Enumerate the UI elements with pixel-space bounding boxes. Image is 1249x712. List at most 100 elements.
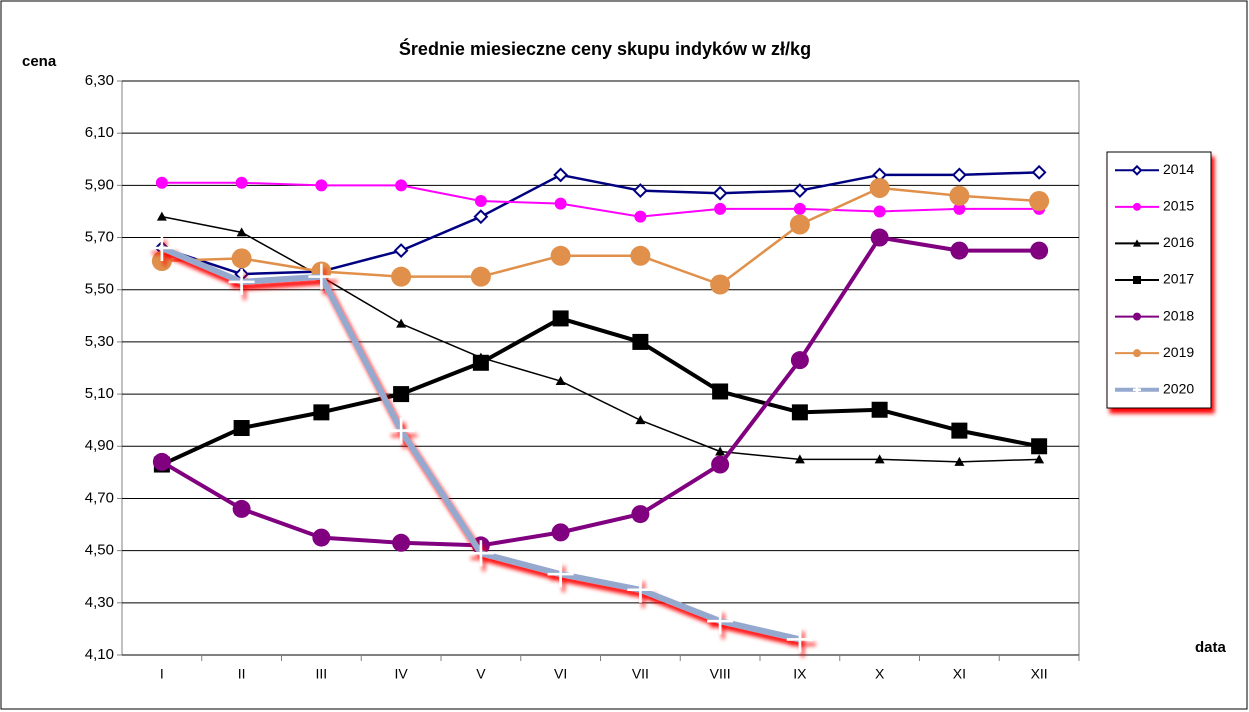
data-point xyxy=(151,251,172,272)
data-point xyxy=(627,576,654,603)
series xyxy=(152,228,1049,555)
legend-marker xyxy=(1133,276,1141,284)
data-point xyxy=(1031,438,1048,455)
data-point xyxy=(790,351,809,370)
x-tick-label: II xyxy=(238,666,246,682)
data-point xyxy=(871,401,888,418)
data-point xyxy=(794,454,805,464)
data-point xyxy=(631,505,650,524)
data-point xyxy=(635,415,646,425)
data-point xyxy=(232,499,251,518)
legend-label: 2019 xyxy=(1163,344,1194,360)
data-point xyxy=(954,456,965,466)
data-point xyxy=(467,540,494,567)
data-point xyxy=(1030,241,1049,260)
data-point xyxy=(1029,191,1050,212)
data-point xyxy=(715,446,726,456)
y-tick-label: 4,10 xyxy=(85,646,114,663)
data-point xyxy=(233,420,250,437)
data-point xyxy=(712,383,729,400)
y-tick-label: 5,30 xyxy=(85,333,114,350)
legend-marker xyxy=(1133,239,1141,247)
data-point xyxy=(228,268,255,295)
y-tick-label: 5,50 xyxy=(85,281,114,298)
data-point xyxy=(869,177,890,198)
data-point xyxy=(395,179,408,192)
x-tick-label: XII xyxy=(1031,666,1048,682)
data-point xyxy=(634,210,647,223)
y-tick-label: 6,10 xyxy=(85,124,114,141)
data-point xyxy=(874,454,885,464)
data-point xyxy=(470,266,491,287)
data-point xyxy=(313,404,330,421)
data-point xyxy=(554,197,567,210)
series-line xyxy=(160,235,1040,548)
data-point xyxy=(786,626,813,653)
data-point xyxy=(555,376,566,386)
data-point xyxy=(951,422,968,439)
legend-label: 2020 xyxy=(1163,380,1194,396)
data-point xyxy=(550,245,571,266)
data-point xyxy=(393,386,410,403)
data-point xyxy=(235,176,248,189)
x-tick-label: IX xyxy=(793,666,807,682)
data-point xyxy=(714,202,727,215)
data-point xyxy=(710,274,731,295)
y-axis-label: cena xyxy=(22,53,57,70)
chart-title: Średnie miesieczne ceny skupu indyków w … xyxy=(399,38,811,59)
data-point xyxy=(632,333,649,350)
series xyxy=(155,176,1046,223)
x-tick-label: V xyxy=(476,666,486,682)
data-point xyxy=(870,228,889,247)
data-point xyxy=(950,241,969,260)
legend-marker xyxy=(1133,349,1141,358)
data-point xyxy=(472,354,489,371)
data-point xyxy=(315,179,328,192)
data-point xyxy=(792,183,808,198)
data-point xyxy=(630,245,651,266)
legend-label: 2018 xyxy=(1163,307,1194,323)
data-point xyxy=(951,167,967,183)
x-tick-label: VI xyxy=(554,666,567,682)
data-point xyxy=(632,183,648,198)
data-point xyxy=(155,176,168,189)
data-point xyxy=(953,202,966,215)
data-point xyxy=(551,523,570,542)
data-point xyxy=(873,205,886,218)
legend-marker xyxy=(1133,202,1141,211)
legend-label: 2016 xyxy=(1163,234,1194,250)
data-point xyxy=(231,248,252,269)
data-point xyxy=(396,318,407,328)
y-tick-label: 5,70 xyxy=(85,229,114,246)
x-axis-label: data xyxy=(1195,639,1227,656)
series-line xyxy=(161,181,1040,218)
data-point xyxy=(711,455,730,474)
data-point xyxy=(312,528,331,547)
data-point xyxy=(553,167,569,183)
data-point xyxy=(1034,454,1045,464)
data-point xyxy=(793,202,806,215)
data-point xyxy=(789,214,810,235)
legend-marker xyxy=(1133,312,1141,321)
legend-marker xyxy=(1131,164,1143,176)
x-tick-label: IV xyxy=(395,666,409,682)
y-tick-label: 4,30 xyxy=(85,594,114,611)
series xyxy=(148,234,813,653)
data-point xyxy=(552,310,569,327)
data-point xyxy=(707,608,734,635)
x-tick-label: XI xyxy=(953,666,966,682)
data-point xyxy=(391,266,412,287)
legend-marker xyxy=(1133,385,1141,394)
x-tick-label: I xyxy=(160,666,164,682)
data-point xyxy=(392,533,411,552)
data-point xyxy=(1031,164,1047,180)
data-point xyxy=(388,417,415,444)
data-point xyxy=(148,234,175,261)
series-line xyxy=(161,316,1040,467)
legend-label: 2017 xyxy=(1163,271,1194,287)
data-point xyxy=(791,404,808,421)
data-point xyxy=(393,243,409,259)
data-point xyxy=(236,227,247,237)
data-point xyxy=(156,211,167,221)
data-point xyxy=(547,561,574,588)
